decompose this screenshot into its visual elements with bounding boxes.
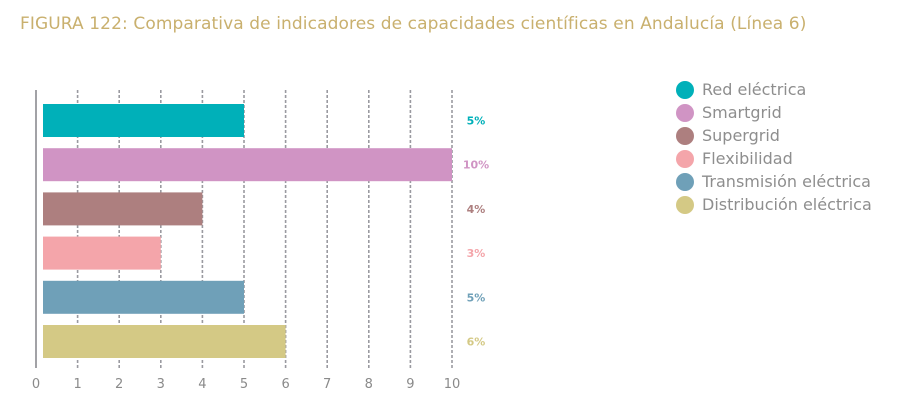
legend-item: Flexibilidad [676, 147, 872, 170]
x-tick-label: 5 [240, 377, 248, 392]
x-tick-label: 7 [323, 377, 331, 392]
x-tick-label: 1 [73, 377, 81, 392]
bar-value-label: 3% [467, 247, 486, 260]
x-tick-labels: 0 1 2 3 4 5 6 7 8 9 10 [32, 377, 460, 392]
legend-item: Smartgrid [676, 101, 872, 124]
x-tick-label: 8 [365, 377, 373, 392]
bar [43, 236, 161, 270]
bar-value-label: 10% [463, 159, 489, 172]
legend-swatch [676, 126, 694, 145]
legend-label: Red eléctrica [702, 80, 807, 99]
bar-value-label: 5% [467, 115, 486, 128]
legend: Red eléctrica Smartgrid Supergrid Flexibili… [676, 78, 872, 216]
legend-label: Flexibilidad [702, 149, 793, 168]
x-tick-label: 3 [157, 377, 165, 392]
bar [43, 325, 286, 358]
value-labels: 5% 10% 4% 3% 5% 6% [463, 115, 489, 349]
bar-value-label: 4% [467, 203, 486, 216]
x-tick-label: 2 [115, 377, 123, 392]
figure-title: FIGURA 122: Comparativa de indicadores d… [20, 14, 807, 34]
legend-swatch [676, 195, 694, 214]
bar-value-label: 6% [467, 336, 486, 349]
x-tick-label: 4 [198, 377, 206, 392]
legend-label: Supergrid [702, 126, 780, 145]
legend-label: Distribución eléctrica [702, 195, 872, 214]
legend-item: Red eléctrica [676, 78, 872, 101]
legend-label: Smartgrid [702, 103, 782, 122]
bar [43, 192, 203, 226]
bars [43, 104, 452, 358]
legend-swatch [676, 149, 694, 168]
legend-swatch [676, 103, 694, 122]
x-tick-label: 0 [32, 377, 40, 392]
legend-label: Transmisión eléctrica [702, 172, 871, 191]
legend-swatch [676, 80, 694, 99]
bar [43, 148, 452, 182]
legend-item: Transmisión eléctrica [676, 170, 872, 193]
bar-value-label: 5% [467, 291, 486, 304]
legend-swatch [676, 172, 694, 191]
bar [43, 104, 244, 137]
x-tick-label: 9 [406, 377, 414, 392]
legend-item: Supergrid [676, 124, 872, 147]
x-tick-label: 10 [444, 377, 461, 392]
x-tick-label: 6 [281, 377, 289, 392]
legend-item: Distribución eléctrica [676, 193, 872, 216]
bar [43, 280, 244, 314]
